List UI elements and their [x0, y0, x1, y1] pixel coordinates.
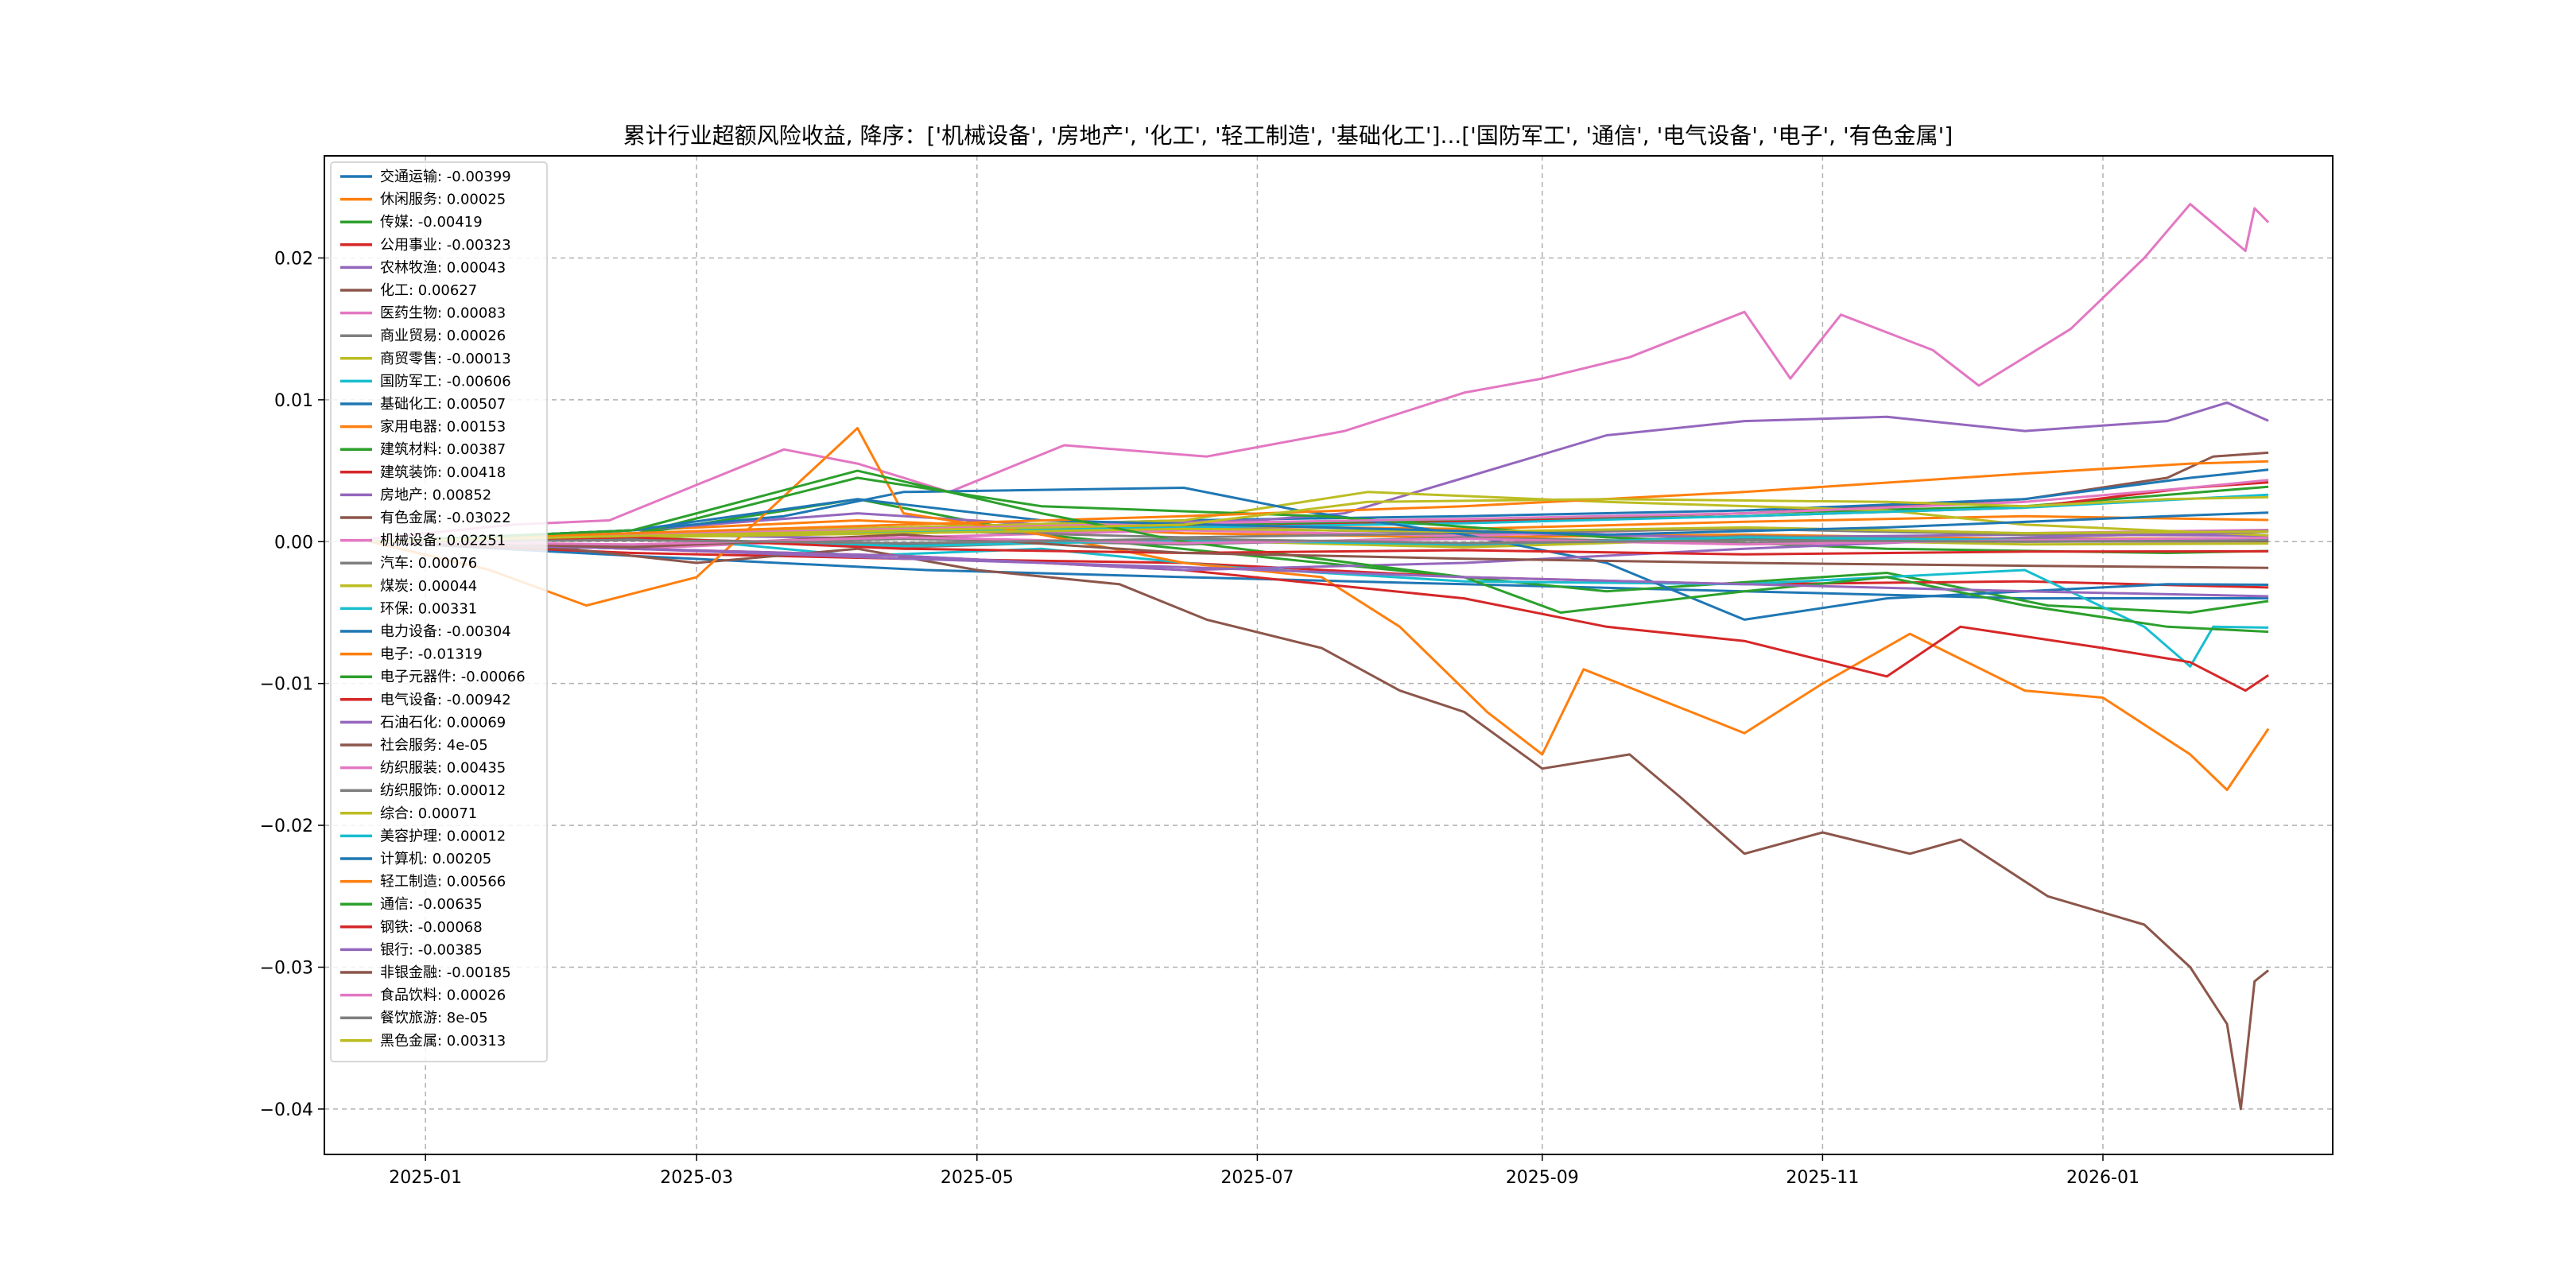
legend-entry: 国防军工: -0.00606 [380, 373, 511, 390]
legend-entry: 电气设备: -0.00942 [380, 692, 511, 708]
legend-entry: 房地产: 0.00852 [380, 487, 491, 503]
series-line-14 [370, 401, 2269, 543]
series-line-37 [370, 537, 2269, 545]
series-line-26 [370, 479, 2269, 543]
x-tick-label: 2025-05 [941, 1168, 1014, 1188]
series-line-16 [370, 203, 2270, 541]
legend-entry: 电子: -0.01319 [380, 646, 483, 663]
legend-entry: 综合: 0.00071 [380, 805, 477, 822]
legend-entry: 建筑装饰: 0.00418 [380, 464, 506, 481]
legend-entry: 黑色金属: 0.00313 [380, 1033, 506, 1049]
legend: 交通运输: -0.00399 休闲服务: 0.00025 传媒: -0.00419 公… [330, 161, 548, 1063]
series-line-34 [370, 540, 2269, 598]
legend-entry: 交通运输: -0.00399 [380, 169, 511, 185]
series-line-33 [370, 536, 2269, 556]
series-line-38 [370, 495, 2269, 543]
series-line-30 [370, 498, 2269, 543]
x-tick-label: 2025-01 [389, 1168, 462, 1188]
y-tick-label: 0.02 [274, 249, 313, 269]
legend-entry: 公用事业: -0.00323 [380, 237, 511, 254]
plot-frame [324, 155, 2334, 1155]
series-line-15 [370, 540, 2270, 1111]
x-tick-label: 2025-09 [1506, 1168, 1579, 1188]
legend-entry: 通信: -0.00635 [380, 896, 483, 913]
legend-entry: 非银金融: -0.00185 [380, 964, 511, 981]
legend-entry: 商贸零售: -0.00013 [380, 351, 511, 367]
series-line-0 [370, 540, 2269, 600]
legend-entry: 商业贸易: 0.00026 [380, 328, 506, 344]
x-tick-label: 2025-07 [1220, 1168, 1294, 1188]
legend-entry: 电力设备: -0.00304 [380, 623, 511, 640]
legend-entry: 煤炭: 0.00044 [380, 578, 477, 595]
legend-entry: 轻工制造: 0.00566 [380, 874, 506, 890]
legend-entry: 环保: 0.00331 [380, 600, 477, 617]
legend-entry: 银行: -0.00385 [380, 941, 483, 958]
series-line-31 [370, 460, 2269, 543]
legend-entry: 汽车: 0.00076 [380, 555, 477, 572]
legend-entry: 有色金属: -0.03022 [380, 510, 511, 526]
y-axis: 0.02 0.01 0.00 −0.01 −0.02 −0.03 −0.04 [260, 249, 324, 1120]
legend-entry: 美容护理: 0.00012 [380, 828, 506, 844]
legend-entry: 钢铁: -0.00068 [380, 919, 483, 936]
y-tick-label: 0.01 [274, 391, 313, 411]
legend-entry: 建筑材料: 0.00387 [380, 441, 506, 458]
legend-entry: 电子元器件: -0.00066 [380, 669, 526, 685]
legend-entry: 纺织服饰: 0.00012 [380, 782, 506, 799]
legend-entry: 社会服务: 4e-05 [380, 737, 488, 754]
x-tick-label: 2025-11 [1786, 1168, 1859, 1188]
legend-entry: 石油石化: 0.00069 [380, 714, 506, 731]
series-line-3 [370, 540, 2269, 589]
series-line-28 [370, 526, 2269, 543]
y-tick-label: −0.03 [260, 959, 313, 979]
legend-entry: 化工: 0.00627 [380, 282, 477, 299]
y-tick-label: −0.02 [260, 817, 313, 836]
legend-entry: 计算机: 0.00205 [380, 851, 491, 867]
legend-entry: 医药生物: 0.00083 [380, 305, 506, 322]
legend-entry: 农林牧渔: 0.00043 [380, 259, 506, 276]
x-tick-label: 2025-03 [660, 1168, 733, 1188]
legend-entry: 休闲服务: 0.00025 [380, 192, 506, 208]
legend-entry: 机械设备: 0.02251 [380, 533, 506, 549]
series-lines [370, 203, 2270, 1111]
legend-entry: 基础化工: 0.00507 [380, 396, 506, 413]
y-tick-label: −0.01 [260, 675, 313, 695]
series-line-32 [370, 469, 2269, 634]
legend-entry: 餐饮旅游: 8e-05 [380, 1010, 488, 1026]
series-line-35 [370, 533, 2269, 569]
x-axis: 2025-01 2025-03 2025-05 2025-07 2025-09 2025-… [389, 1154, 2140, 1188]
legend-box [330, 161, 548, 1063]
legend-entry: 纺织服装: 0.00435 [380, 760, 506, 777]
legend-entry: 家用电器: 0.00153 [380, 419, 506, 436]
y-tick-label: −0.04 [260, 1100, 313, 1120]
legend-entry: 传媒: -0.00419 [380, 214, 483, 231]
series-line-21 [370, 427, 2270, 791]
grid-lines [324, 156, 2333, 1154]
legend-entry: 食品饮料: 0.00026 [380, 987, 506, 1004]
y-tick-label: 0.00 [274, 533, 313, 553]
x-tick-label: 2026-01 [2066, 1168, 2140, 1188]
chart-title: 累计行业超额风险收益, 降序：['机械设备', '房地产', '化工', '轻工… [623, 122, 1953, 149]
